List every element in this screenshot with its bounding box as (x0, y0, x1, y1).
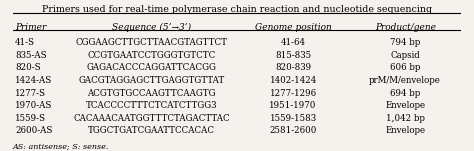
Text: GACGTAGGAGCTTGAGGTGTTAT: GACGTAGGAGCTTGAGGTGTTAT (79, 76, 225, 85)
Text: CCGTGAATCCTGGGTGTCTC: CCGTGAATCCTGGGTGTCTC (88, 51, 216, 60)
Text: 794 bp: 794 bp (390, 38, 420, 47)
Text: 1559-1583: 1559-1583 (270, 114, 317, 123)
Text: 815-835: 815-835 (275, 51, 311, 60)
Text: 1559-S: 1559-S (15, 114, 46, 123)
Text: ACGTGTGCCAAGTTCAAGTG: ACGTGTGCCAAGTTCAAGTG (88, 89, 216, 98)
Text: 694 bp: 694 bp (390, 89, 420, 98)
Text: 820-839: 820-839 (275, 63, 311, 72)
Text: Primer: Primer (15, 22, 46, 32)
Text: Primers used for real-time polymerase chain reaction and nucleotide sequencing: Primers used for real-time polymerase ch… (42, 5, 432, 14)
Text: CACAAACAATGGTTTCTAGACTTAC: CACAAACAATGGTTTCTAGACTTAC (73, 114, 230, 123)
Text: GAGACACCCAGGATTCACGG: GAGACACCCAGGATTCACGG (87, 63, 217, 72)
Text: Capsid: Capsid (390, 51, 420, 60)
Text: TGGCTGATCGAATTCCACAC: TGGCTGATCGAATTCCACAC (88, 126, 215, 135)
Text: 820-S: 820-S (15, 63, 41, 72)
Text: AS: antisense; S: sense.: AS: antisense; S: sense. (13, 143, 109, 151)
Text: prM/M/envelope: prM/M/envelope (369, 76, 441, 85)
Text: 1951-1970: 1951-1970 (269, 101, 317, 110)
Text: Envelope: Envelope (385, 126, 425, 135)
Text: 2581-2600: 2581-2600 (269, 126, 317, 135)
Text: 835-AS: 835-AS (15, 51, 46, 60)
Text: TCACCCCTTTCTCATCTTGG3: TCACCCCTTTCTCATCTTGG3 (86, 101, 218, 110)
Text: 41-S: 41-S (15, 38, 35, 47)
Text: Sequence (5’→3’): Sequence (5’→3’) (112, 22, 191, 32)
Text: 2600-AS: 2600-AS (15, 126, 53, 135)
Text: 1402-1424: 1402-1424 (269, 76, 317, 85)
Text: 41-64: 41-64 (281, 38, 306, 47)
Text: Genome position: Genome position (255, 22, 331, 32)
Text: 606 bp: 606 bp (390, 63, 420, 72)
Text: Product/gene: Product/gene (374, 22, 436, 32)
Text: 1970-AS: 1970-AS (15, 101, 53, 110)
Text: Envelope: Envelope (385, 101, 425, 110)
Text: 1424-AS: 1424-AS (15, 76, 52, 85)
Text: 1277-S: 1277-S (15, 89, 46, 98)
Text: CGGAAGCTTGCTTAACGTAGTTCT: CGGAAGCTTGCTTAACGTAGTTCT (76, 38, 228, 47)
Text: 1277-1296: 1277-1296 (270, 89, 317, 98)
Text: 1,042 bp: 1,042 bp (386, 114, 425, 123)
